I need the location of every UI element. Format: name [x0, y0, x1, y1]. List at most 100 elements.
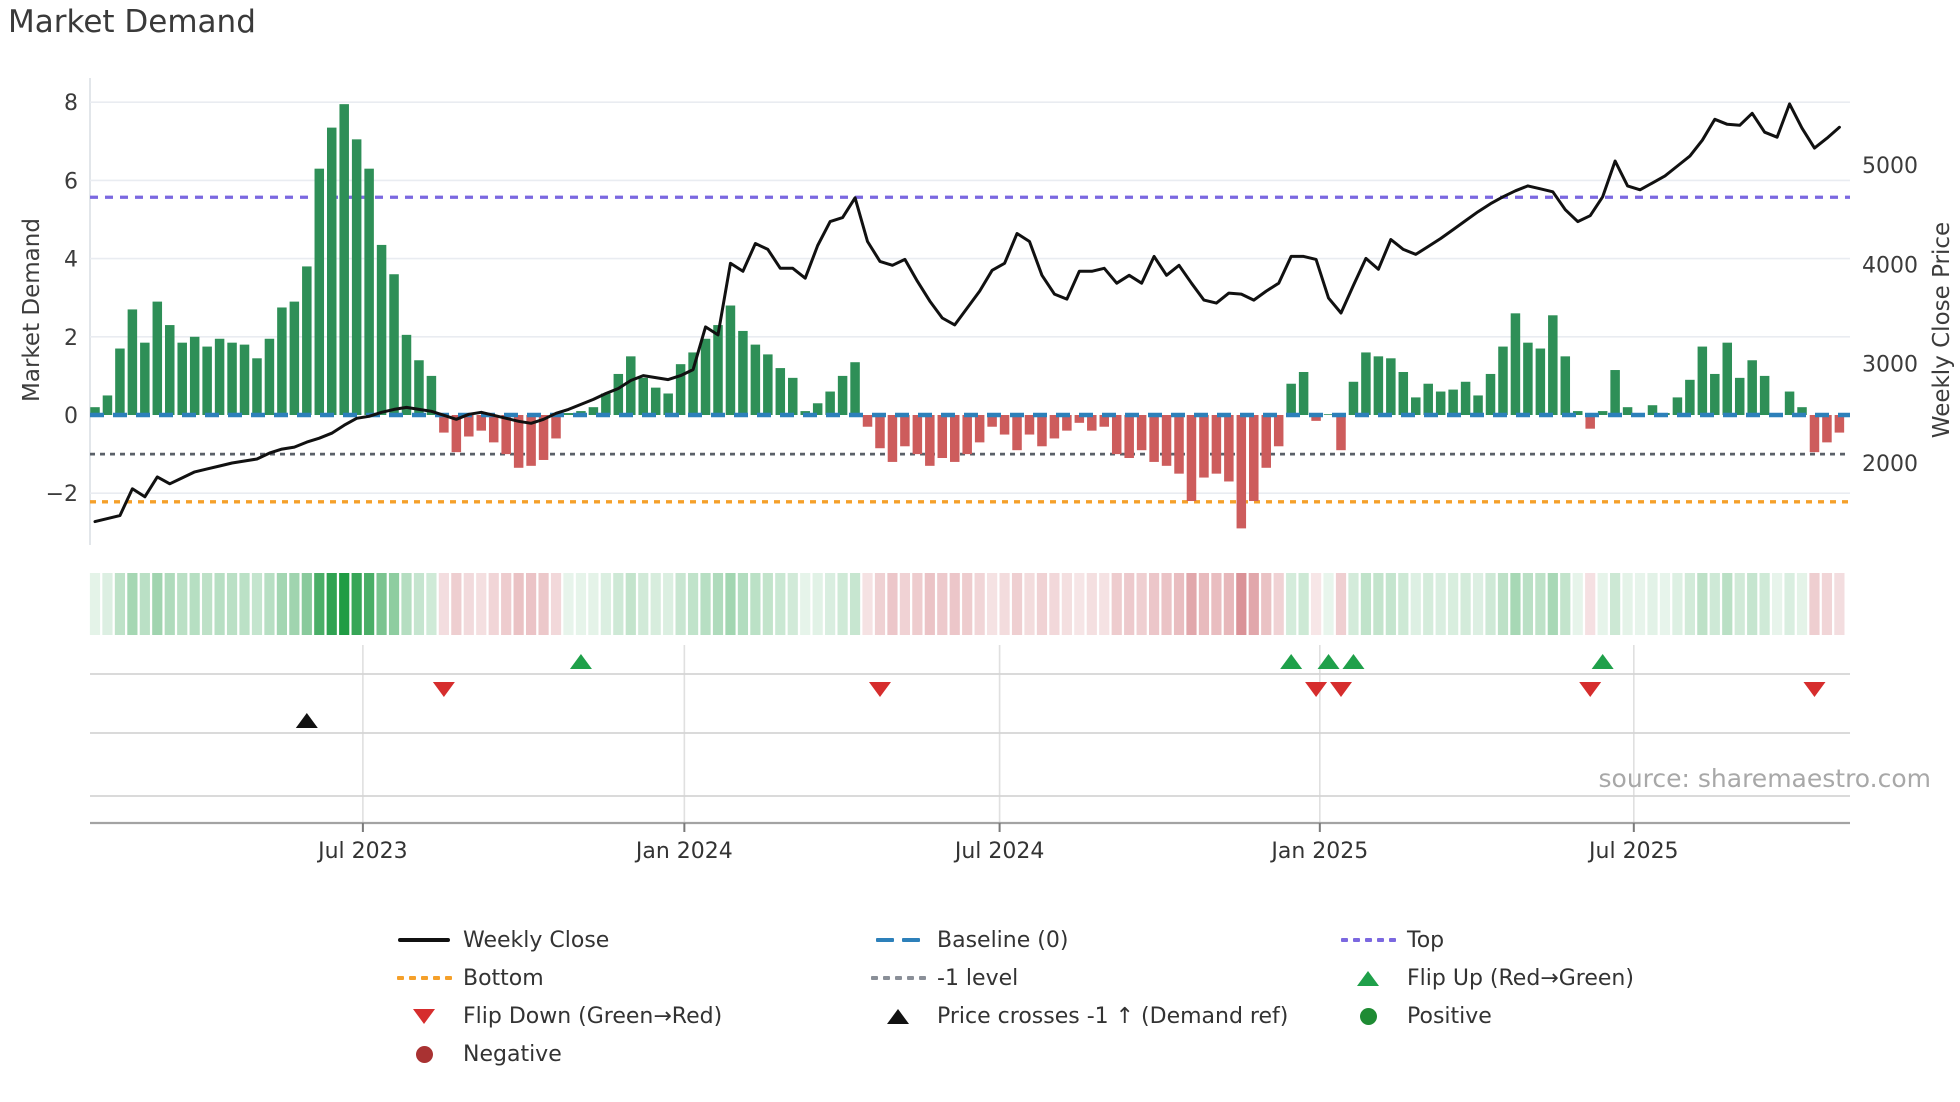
heatmap-cell [426, 573, 437, 635]
heatmap-cell [575, 573, 587, 635]
heatmap-cell [1572, 573, 1583, 635]
heatmap-cell [251, 573, 263, 635]
demand-bar [1560, 356, 1571, 415]
heatmap-cell [1360, 573, 1372, 635]
demand-bar [999, 415, 1010, 435]
heatmap-cell [663, 573, 674, 635]
left-axis-tick-label: 8 [64, 91, 78, 116]
heatmap-cell [600, 573, 611, 635]
heatmap-cell [650, 573, 661, 635]
flip-down-marker [1305, 682, 1328, 697]
heatmap-cell [1373, 573, 1384, 635]
demand-bar [202, 346, 212, 415]
heatmap-cell [1049, 573, 1060, 635]
heatmap-cell [825, 573, 836, 635]
demand-bar [974, 415, 985, 443]
heatmap-cell [1560, 573, 1571, 635]
heatmap-cell [1759, 573, 1770, 635]
heatmap-cell [1261, 573, 1272, 635]
heatmap-cell [737, 573, 749, 635]
heatmap-cell [912, 573, 923, 635]
demand-bar [127, 309, 138, 415]
demand-bar [115, 348, 125, 415]
heatmap-cell [787, 573, 798, 635]
heatmap-cell [1423, 573, 1434, 635]
heatmap-cell [476, 573, 487, 635]
heatmap-cell [675, 573, 686, 635]
heatmap-cell [1647, 573, 1658, 635]
weekly-close-line [93, 102, 1841, 524]
legend-item: Price crosses -1 ↑ (Demand ref) [869, 997, 1288, 1035]
demand-bar [1710, 373, 1720, 415]
heatmap-cell [1772, 573, 1783, 635]
demand-bar [887, 415, 898, 462]
demand-bar [1273, 415, 1284, 447]
demand-bar [1224, 415, 1234, 482]
heatmap-cell [1036, 573, 1048, 635]
heatmap-cell [1385, 573, 1396, 635]
heatmap-cell [638, 573, 649, 635]
flip-up-marker [1317, 654, 1340, 669]
demand-bar [1298, 371, 1309, 415]
demand-bar [1211, 415, 1222, 474]
heatmap-cell [1111, 573, 1122, 635]
demand-bar [339, 104, 349, 415]
page-title: Market Demand [8, 4, 256, 40]
demand-bar [501, 415, 511, 455]
right-axis-tick-label: 3000 [1862, 353, 1918, 378]
demand-bar [949, 415, 960, 462]
demand-bar [1585, 415, 1595, 429]
demand-bar [1610, 370, 1620, 415]
heatmap-cell [526, 573, 537, 635]
demand-bar [1398, 371, 1409, 415]
heatmap-cell [1485, 573, 1496, 635]
demand-bar [1647, 405, 1658, 415]
heatmap-cell [1398, 573, 1409, 635]
heatmap-cell [463, 573, 474, 635]
heatmap-cell [1796, 573, 1808, 635]
legend-item: Negative [395, 1035, 562, 1073]
legend-swatch-line-icon [395, 938, 453, 942]
heatmap-cell [152, 573, 163, 635]
heatmap-cell [1310, 573, 1322, 635]
heatmap-cell [800, 573, 811, 635]
demand-bar [351, 139, 362, 415]
demand-bar [1361, 352, 1371, 415]
demand-bar [165, 325, 175, 415]
demand-bar [1722, 342, 1733, 415]
flip-up-marker [1342, 654, 1365, 669]
heatmap-cell [974, 573, 985, 635]
left-axis-tick-label: −2 [46, 482, 78, 507]
demand-bar [314, 168, 325, 415]
heatmap-cell [862, 573, 873, 635]
demand-bar [1186, 415, 1197, 502]
heatmap-cell [1186, 573, 1197, 635]
demand-bar [1336, 415, 1346, 451]
heatmap-cell [1211, 573, 1222, 635]
flip-down-marker [868, 682, 891, 697]
heatmap-cell [339, 573, 350, 635]
heatmap-cell [264, 573, 275, 635]
left-axis-tick-label: 2 [64, 326, 78, 351]
heatmap-cell [1074, 573, 1085, 635]
legend-item: Positive [1339, 997, 1492, 1035]
demand-bar [1685, 379, 1695, 415]
heatmap-cell [1136, 573, 1147, 635]
heatmap-cell [899, 573, 910, 635]
demand-bar [663, 393, 673, 415]
legend-label: Top [1407, 927, 1445, 953]
demand-bar [488, 415, 499, 443]
demand-bar [1024, 415, 1035, 435]
heatmap-cell [239, 573, 250, 635]
demand-bar [1784, 391, 1795, 415]
demand-bar [464, 415, 474, 437]
demand-bar [277, 307, 287, 415]
demand-bar [862, 415, 873, 427]
demand-bar [837, 375, 848, 415]
heatmap-cell [226, 573, 238, 635]
heatmap-cell [301, 573, 312, 635]
heatmap-cell [538, 573, 549, 635]
left-axis-tick-label: 6 [64, 169, 78, 194]
heatmap-cell [1535, 573, 1546, 635]
heatmap-cell [1472, 573, 1484, 635]
